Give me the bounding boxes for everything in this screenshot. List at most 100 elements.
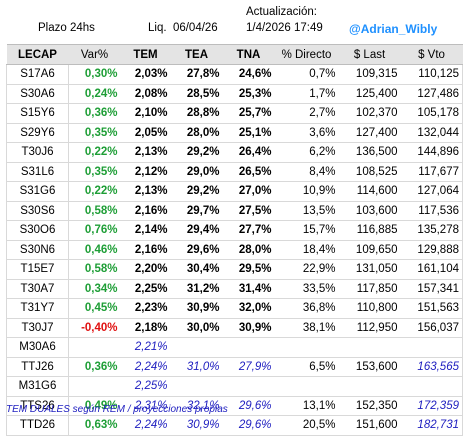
tea-cell: 30,4% <box>170 259 223 280</box>
table-row[interactable]: T15E7 0,58% 2,20% 30,4% 29,5% 22,9% 131,050 161… <box>6 259 463 280</box>
author-handle[interactable]: @Adrian_Wibly <box>349 22 438 36</box>
var-cell: 0,35% <box>68 123 121 143</box>
table-row[interactable]: T31Y7 0,45% 2,23% 30,9% 32,0% 36,8% 110,800 151… <box>6 298 463 319</box>
tna-cell: 26,4% <box>222 142 275 163</box>
vto-cell: 135,278 <box>400 220 463 241</box>
var-cell: 0,58% <box>68 201 121 221</box>
liq-value: 06/04/26 <box>172 22 218 34</box>
directo-cell: 38,1% <box>274 318 339 338</box>
table-row[interactable]: S31L6 0,35% 2,12% 29,0% 26,5% 8,4% 108,525 117,… <box>6 162 463 182</box>
vto-cell: 127,486 <box>400 84 463 104</box>
lecap-table: LECAP Var% TEM TEA TNA % Directo $ Last … <box>6 44 463 436</box>
table-row[interactable]: S15Y6 0,36% 2,10% 28,8% 25,7% 2,7% 102,370 105,… <box>6 103 463 124</box>
var-cell: 0,36% <box>68 357 121 377</box>
table-row[interactable]: S30O6 0,76% 2,14% 29,4% 27,7% 15,7% 116,885 135… <box>6 220 463 241</box>
vto-cell: 163,565 <box>400 357 463 377</box>
tna-cell <box>222 376 275 397</box>
tem-cell: 2,18% <box>120 318 171 338</box>
last-cell: 114,600 <box>338 181 401 202</box>
tna-cell: 25,7% <box>222 103 275 124</box>
vto-cell: 182,731 <box>400 415 463 436</box>
table-row[interactable]: S31G6 0,22% 2,13% 29,2% 27,0% 10,9% 114,600 127… <box>6 181 463 202</box>
var-cell <box>68 337 121 358</box>
tea-cell <box>170 337 223 358</box>
directo-cell: 2,7% <box>274 103 339 124</box>
table-row[interactable]: T30J6 0,22% 2,13% 29,2% 26,4% 6,2% 136,500 144,… <box>6 142 463 163</box>
last-cell: 117,850 <box>338 279 401 299</box>
vto-cell: 144,896 <box>400 142 463 163</box>
directo-cell <box>274 376 339 397</box>
tea-cell: 30,9% <box>170 415 223 436</box>
table-row[interactable]: S30N6 0,46% 2,16% 29,6% 28,0% 18,4% 109,650 129… <box>6 240 463 260</box>
directo-cell: 22,9% <box>274 259 339 280</box>
col-vto: $ Vto <box>400 44 463 65</box>
last-cell: 153,600 <box>338 357 401 377</box>
last-cell: 152,350 <box>338 396 401 416</box>
directo-cell: 13,1% <box>274 396 339 416</box>
tem-cell: 2,13% <box>120 181 171 202</box>
tem-cell: 2,08% <box>120 84 171 104</box>
vto-cell: 127,064 <box>400 181 463 202</box>
table-row[interactable]: S30A6 0,24% 2,08% 28,5% 25,3% 1,7% 125,400 127,… <box>6 84 463 104</box>
var-cell: 0,63% <box>68 415 121 436</box>
tem-cell: 2,16% <box>120 201 171 221</box>
vto-cell: 117,677 <box>400 162 463 182</box>
tea-cell: 28,5% <box>170 84 223 104</box>
table-row[interactable]: S17A6 0,30% 2,03% 27,8% 24,6% 0,7% 109,315 110,… <box>6 64 463 85</box>
directo-cell: 36,8% <box>274 298 339 319</box>
tem-cell: 2,03% <box>120 64 171 85</box>
duales-row[interactable]: M31G6 2,25% <box>6 376 463 397</box>
duales-row[interactable]: TTD26 0,63% 2,24% 30,9% 29,6% 20,5% 151,600 182… <box>6 415 463 436</box>
var-cell: 0,76% <box>68 220 121 241</box>
table-row[interactable]: T30J7 -0,40% 2,18% 30,0% 30,9% 38,1% 112,950 15… <box>6 318 463 338</box>
table-row[interactable]: S29Y6 0,35% 2,05% 28,0% 25,1% 3,6% 127,400 132,… <box>6 123 463 143</box>
var-cell: 0,49% <box>68 396 121 416</box>
tna-cell: 24,6% <box>222 64 275 85</box>
directo-cell: 13,5% <box>274 201 339 221</box>
tea-cell: 31,0% <box>170 357 223 377</box>
last-cell: 103,600 <box>338 201 401 221</box>
directo-cell: 6,5% <box>274 357 339 377</box>
tna-cell: 27,7% <box>222 220 275 241</box>
ticker-cell: S30S6 <box>6 201 69 221</box>
ticker-cell: T30A7 <box>6 279 69 299</box>
tea-cell: 29,7% <box>170 201 223 221</box>
tea-cell <box>170 376 223 397</box>
col-directo: % Directo <box>274 44 339 65</box>
ticker-cell: M30A6 <box>6 337 69 358</box>
tna-cell: 26,5% <box>222 162 275 182</box>
vto-cell: 172,359 <box>400 396 463 416</box>
vto-cell: 161,104 <box>400 259 463 280</box>
directo-cell: 18,4% <box>274 240 339 260</box>
last-cell <box>338 376 401 397</box>
var-cell: 0,30% <box>68 64 121 85</box>
duales-row[interactable]: M30A6 2,21% <box>6 337 463 358</box>
tna-cell <box>222 337 275 358</box>
var-cell: 0,58% <box>68 259 121 280</box>
duales-row[interactable]: TTS26 0,49% 2,31% 32,1% 29,6% 13,1% 152,350 172… <box>6 396 463 416</box>
tem-cell: 2,24% <box>120 357 171 377</box>
tea-cell: 31,2% <box>170 279 223 299</box>
tna-cell: 27,0% <box>222 181 275 202</box>
tna-cell: 29,6% <box>222 415 275 436</box>
ticker-cell: S31L6 <box>6 162 69 182</box>
col-lecap: LECAP <box>6 44 69 65</box>
ticker-cell: S30N6 <box>6 240 69 260</box>
duales-row[interactable]: TTJ26 0,36% 2,24% 31,0% 27,9% 6,5% 153,600 163,… <box>6 357 463 377</box>
table-row[interactable]: S30S6 0,58% 2,16% 29,7% 27,5% 13,5% 103,600 117… <box>6 201 463 221</box>
tea-cell: 29,6% <box>170 240 223 260</box>
ticker-cell: T30J7 <box>6 318 69 338</box>
tna-cell: 27,5% <box>222 201 275 221</box>
directo-cell: 0,7% <box>274 64 339 85</box>
directo-cell: 33,5% <box>274 279 339 299</box>
ticker-cell: S30A6 <box>6 84 69 104</box>
var-cell: 0,46% <box>68 240 121 260</box>
tea-cell: 29,2% <box>170 142 223 163</box>
tea-cell: 30,0% <box>170 318 223 338</box>
table-header-row: LECAP Var% TEM TEA TNA % Directo $ Last … <box>6 44 463 65</box>
tea-cell: 27,8% <box>170 64 223 85</box>
tem-cell: 2,12% <box>120 162 171 182</box>
col-last: $ Last <box>338 44 401 65</box>
table-row[interactable]: T30A7 0,34% 2,25% 31,2% 31,4% 33,5% 117,850 157… <box>6 279 463 299</box>
last-cell: 108,525 <box>338 162 401 182</box>
